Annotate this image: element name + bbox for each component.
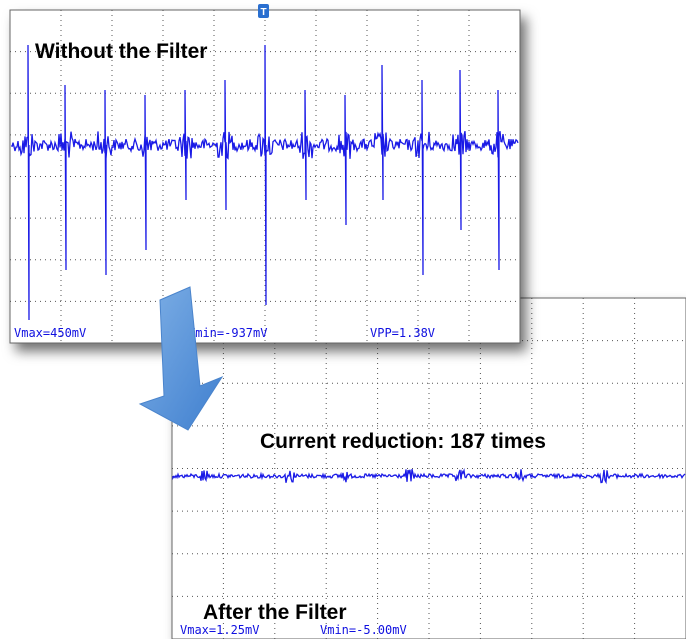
vmax-readout: Vmax=1.25mV	[180, 623, 259, 637]
trigger-label: T	[260, 7, 266, 18]
vmin-readout: Vmin=-937mV	[188, 326, 267, 340]
page: {"top_panel": {"title": "Without the Fil…	[0, 0, 686, 639]
vpp-readout: VPP=1.38V	[370, 326, 435, 340]
panel-title: Without the Filter	[35, 40, 207, 63]
vmin-readout: Vmin=-5.00mV	[320, 623, 407, 637]
figure: Current reduction: 187 times After the F…	[0, 0, 686, 639]
reduction-annotation: Current reduction: 187 times	[260, 430, 546, 453]
without-filter-scope: T Without the Filter Vmax=450mV Vmin=-93…	[10, 4, 520, 343]
after-filter-scope: Current reduction: 187 times After the F…	[172, 298, 686, 639]
panel-title: After the Filter	[203, 601, 347, 624]
vmax-readout: Vmax=450mV	[14, 326, 86, 340]
